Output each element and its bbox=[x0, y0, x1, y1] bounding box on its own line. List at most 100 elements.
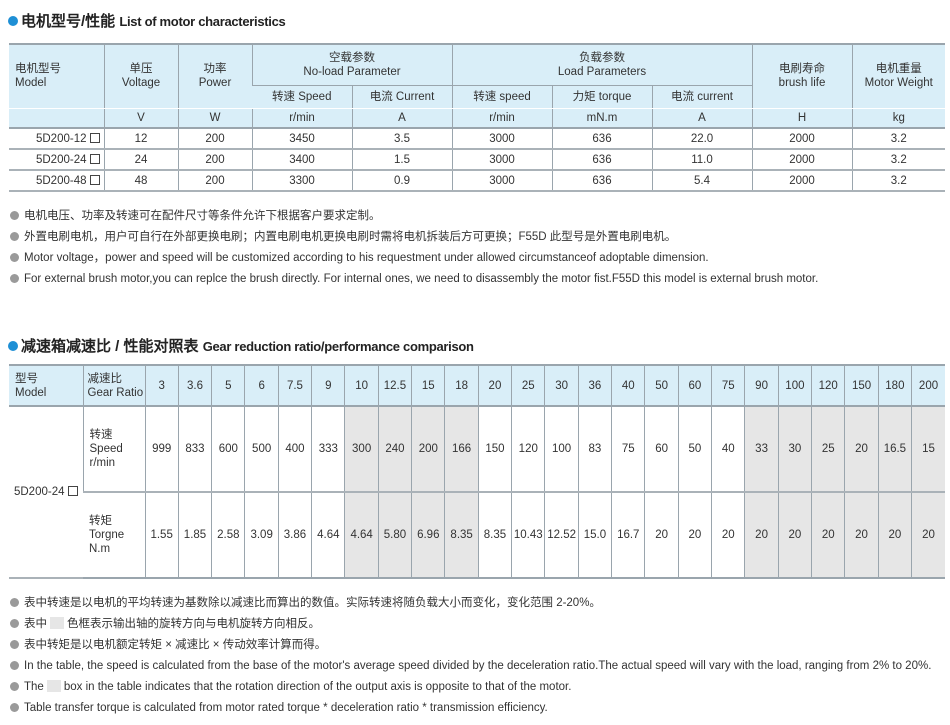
ratio-header: 90 bbox=[744, 365, 779, 407]
ratio-header: 3.6 bbox=[177, 365, 212, 407]
header-model: 电机型号 Model bbox=[9, 44, 104, 109]
title-en: List of motor characteristics bbox=[119, 14, 286, 29]
value-cell: 3000 bbox=[451, 128, 552, 150]
value-cell: 0.9 bbox=[351, 170, 452, 192]
checkbox-square-icon bbox=[89, 174, 100, 185]
torque-cell: 3.86 bbox=[277, 492, 312, 578]
speed-cell: 83 bbox=[577, 406, 612, 493]
note: The box in the table indicates that the r… bbox=[10, 677, 931, 698]
ratio-header: 100 bbox=[777, 365, 812, 407]
motor-characteristics-table: 电机型号 Model 单压 Voltage 功率 Power 空载参数 No-load … bbox=[9, 43, 946, 192]
bullet-icon bbox=[8, 341, 18, 351]
torque-cell: 20 bbox=[911, 492, 945, 578]
torque-label: 转矩 Torgne N.m bbox=[89, 515, 125, 555]
unit: A bbox=[351, 108, 452, 129]
value-cell: 3400 bbox=[251, 149, 352, 171]
ratio-header: 180 bbox=[877, 365, 912, 407]
ratio-header: 3 bbox=[144, 365, 179, 407]
torque-cell: 6.96 bbox=[411, 492, 445, 578]
torque-cell: 20 bbox=[744, 492, 779, 578]
note: Table transfer torque is calculated from… bbox=[10, 698, 931, 719]
unit: A bbox=[651, 108, 753, 129]
speed-cell: 300 bbox=[344, 406, 379, 493]
title-cn: 减速箱减速比 / 性能对照表 bbox=[21, 338, 199, 355]
bullet-icon bbox=[8, 16, 18, 26]
value-cell: 12 bbox=[103, 128, 178, 150]
shade-swatch bbox=[50, 617, 64, 629]
ratio-header: 120 bbox=[811, 365, 845, 407]
value-cell: 2000 bbox=[751, 149, 853, 171]
header-noload: 空载参数 No-load Parameter bbox=[251, 44, 452, 86]
header-noload-speed: 转速 Speed bbox=[252, 85, 352, 109]
ratio-header: 60 bbox=[677, 365, 712, 407]
header-load-torque: 力矩 torque bbox=[551, 85, 652, 109]
value-cell: 2000 bbox=[751, 128, 853, 150]
header-gear-ratio: 减速比 Gear Ratio bbox=[82, 365, 145, 407]
header-power: 功率 Power bbox=[177, 44, 252, 109]
model-cell: 5D200-24 bbox=[9, 406, 83, 579]
value-cell: 200 bbox=[177, 128, 252, 150]
value-cell: 636 bbox=[551, 149, 652, 171]
value-cell: 636 bbox=[551, 170, 652, 192]
torque-cell: 5.80 bbox=[377, 492, 412, 578]
torque-cell: 20 bbox=[877, 492, 912, 578]
value-cell: 22.0 bbox=[651, 128, 753, 150]
speed-cell: 40 bbox=[711, 406, 745, 493]
value-cell: 3300 bbox=[251, 170, 352, 192]
value-cell: 48 bbox=[103, 170, 178, 192]
table-row: 5D200-12 12 200 3450 3.5 3000 636 22.0 2000 3.2 bbox=[9, 128, 946, 150]
model-cell: 5D200-48 bbox=[9, 170, 104, 192]
ratio-header: 75 bbox=[711, 365, 745, 407]
section2-notes: 表中转速是以电机的平均转速为基数除以减速比而算出的数值。实际转速将随负载大小而变… bbox=[10, 593, 931, 719]
gear-ratio-table: 型号 Model 减速比 Gear Ratio 3 3.6 5 6 7.5 9 10 12.5 15… bbox=[9, 364, 945, 579]
torque-cell: 20 bbox=[811, 492, 845, 578]
ratio-header: 30 bbox=[544, 365, 579, 407]
speed-cell: 999 bbox=[144, 406, 179, 493]
value-cell: 200 bbox=[177, 149, 252, 171]
speed-cell: 120 bbox=[511, 406, 545, 493]
torque-cell: 3.09 bbox=[244, 492, 279, 578]
speed-cell: 600 bbox=[211, 406, 245, 493]
value-cell: 1.5 bbox=[351, 149, 452, 171]
ratio-header: 50 bbox=[644, 365, 679, 407]
section1-title: 电机型号/性能 List of motor characteristics bbox=[8, 10, 286, 31]
speed-cell: 333 bbox=[311, 406, 345, 493]
torque-cell: 12.52 bbox=[544, 492, 579, 578]
title-en: Gear reduction ratio/performance compari… bbox=[202, 339, 474, 354]
speed-cell: 20 bbox=[844, 406, 879, 493]
value-cell: 3.2 bbox=[851, 128, 946, 150]
header-noload-current: 电流 Current bbox=[351, 85, 452, 109]
speed-cell: 100 bbox=[544, 406, 579, 493]
checkbox-square-icon bbox=[89, 153, 100, 164]
ratio-header: 9 bbox=[311, 365, 345, 407]
torque-cell: 10.43 bbox=[511, 492, 545, 578]
speed-cell: 166 bbox=[444, 406, 479, 493]
torque-cell: 8.35 bbox=[444, 492, 479, 578]
value-cell: 5.4 bbox=[651, 170, 753, 192]
ratio-header: 10 bbox=[344, 365, 379, 407]
table-row: 5D200-24 24 200 3400 1.5 3000 636 11.0 2000 3.2 bbox=[9, 149, 946, 171]
torque-cell: 4.64 bbox=[344, 492, 379, 578]
unit: mN.m bbox=[551, 108, 652, 129]
value-cell: 3000 bbox=[451, 170, 552, 192]
ratio-header: 25 bbox=[511, 365, 545, 407]
torque-cell: 4.64 bbox=[311, 492, 345, 578]
value-cell: 3450 bbox=[251, 128, 352, 150]
torque-cell: 20 bbox=[777, 492, 812, 578]
value-cell: 200 bbox=[177, 170, 252, 192]
header-weight: 电机重量 Motor Weight bbox=[851, 44, 946, 109]
note: Motor voltage，power and speed will be cu… bbox=[10, 248, 818, 269]
torque-cell: 2.58 bbox=[211, 492, 245, 578]
speed-cell: 400 bbox=[277, 406, 312, 493]
note: 表中转矩是以电机额定转矩 × 减速比 × 传动效率计算而得。 bbox=[10, 635, 931, 656]
speed-label: 转速 Speed r/min bbox=[82, 406, 145, 493]
note: 表中 色框表示输出轴的旋转方向与电机旋转方向相反。 bbox=[10, 614, 931, 635]
note: 电机电压、功率及转速可在配件尺寸等条件允许下根据客户要求定制。 bbox=[10, 206, 818, 227]
torque-cell: 1.55 bbox=[144, 492, 179, 578]
note: 外置电刷电机，用户可自行在外部更换电刷；内置电刷电机更换电刷时需将电机拆装后方可… bbox=[10, 227, 818, 248]
speed-cell: 16.5 bbox=[877, 406, 912, 493]
ratio-header: 36 bbox=[577, 365, 612, 407]
note: For external brush motor,you can replce … bbox=[10, 269, 818, 290]
value-cell: 24 bbox=[103, 149, 178, 171]
torque-cell: 20 bbox=[844, 492, 879, 578]
